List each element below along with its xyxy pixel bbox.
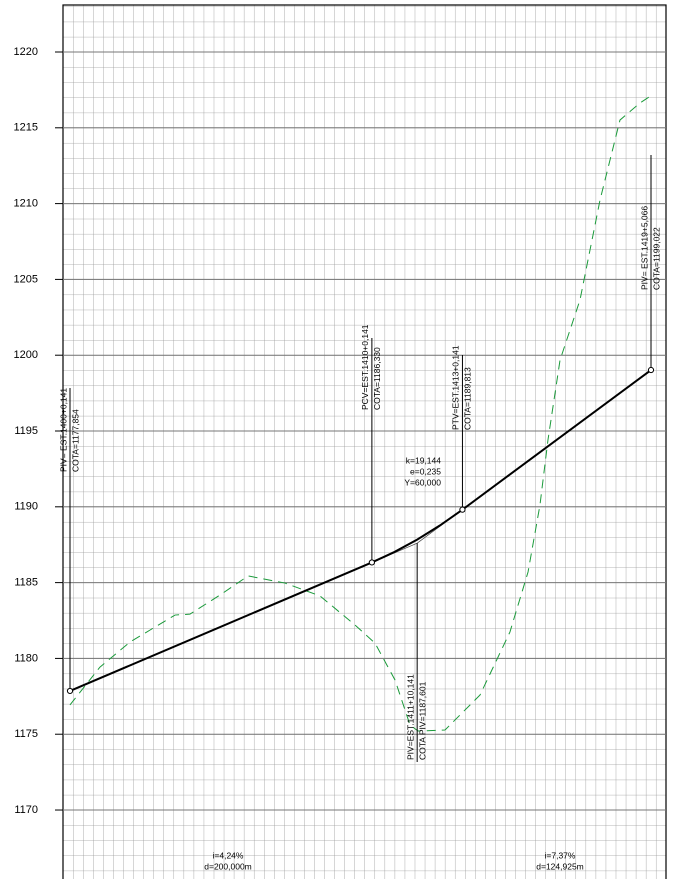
curve-label: k=19,144 [406,455,441,465]
point-label: COTA=1199,022 [651,227,661,290]
point-label: COTA=1186,330 [372,347,382,410]
y-tick-label: 1205 [14,273,38,285]
point-label: COTA PIV=1187,601 [417,681,427,760]
y-tick-label: 1185 [14,577,38,589]
y-tick-label: 1180 [14,652,38,664]
point-label: PIV= EST.1419+5,066 [639,206,649,290]
grade-point [66,687,74,695]
y-tick-label: 1210 [14,198,38,210]
y-tick-label: 1220 [14,46,38,58]
grade-label: d=124,925m [536,861,584,871]
curve-label: Y=60,000 [404,477,441,487]
y-tick-label: 1170 [14,804,38,816]
grade-label: i=7,37% [545,850,576,860]
minor-grid-horizontal [63,5,666,879]
point-label: PTV=EST.1413+0,141 [451,345,461,430]
grade-point [368,559,375,566]
point-label: PIV=EST.1411+10,141 [405,674,415,760]
point-label: COTA=1189,813 [463,367,473,430]
grade-label: d=200,000m [204,861,252,871]
y-tick-label: 1190 [14,501,38,513]
grade-point [459,506,466,513]
y-tick-label: 1200 [14,349,38,361]
y-tick-label: 1175 [14,728,38,740]
plot-border [62,4,667,879]
y-tick-label: 1215 [14,122,38,134]
y-tick-label: 1195 [14,425,38,437]
curve-label: e=0,235 [410,466,441,476]
grade-point [647,366,655,374]
grade-label: i=4,24% [213,850,244,860]
point-label: COTA=1177,854 [70,409,80,472]
point-label: PIV= EST.1400+0,141 [58,388,68,472]
point-label: PCV=EST.1410+0,141 [360,324,370,410]
ground-line [69,94,653,732]
